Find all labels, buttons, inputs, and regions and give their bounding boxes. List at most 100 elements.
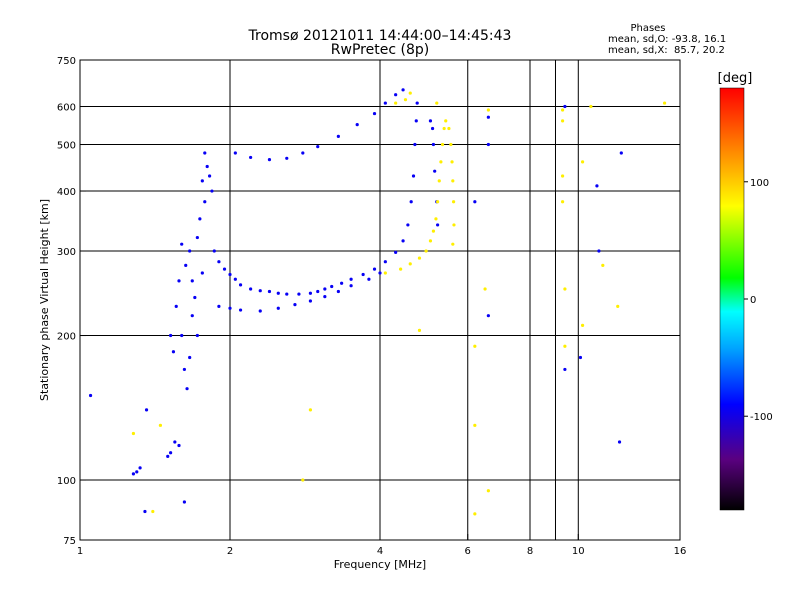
echo-point-x	[473, 423, 477, 427]
y-axis: 75 100 200 300 400 500 600 750	[57, 56, 86, 547]
colorbar-tick-label: 0	[750, 295, 756, 306]
echo-point-x	[662, 101, 667, 105]
echo-point-o	[222, 267, 227, 271]
echo-point-o	[367, 277, 371, 281]
echo-point-x	[431, 229, 436, 233]
echo-point-o	[563, 367, 567, 372]
echo-point-o	[285, 292, 289, 296]
echo-point-o	[249, 155, 253, 160]
echo-point-o	[617, 440, 622, 444]
echo-point-o	[383, 260, 387, 264]
echo-point-o	[174, 304, 178, 309]
echo-point-o	[182, 367, 186, 372]
colorbar-tick-label: -100	[750, 412, 773, 423]
y-tick-label: 75	[63, 536, 76, 547]
y-tick-label: 300	[57, 247, 76, 258]
echo-point-o	[212, 249, 216, 253]
x-tick-label: 1	[77, 546, 83, 557]
echo-point-x	[301, 478, 305, 482]
echo-point-o	[563, 104, 567, 109]
echo-point-o	[316, 289, 320, 294]
echo-point-x	[486, 108, 490, 112]
echo-point-o	[372, 111, 377, 116]
echo-point-o	[411, 174, 416, 178]
echo-point-x	[434, 217, 438, 221]
y-tick-label: 500	[57, 141, 76, 152]
echo-point-o	[200, 179, 204, 183]
echo-point-o	[198, 217, 202, 221]
echo-point-o	[486, 314, 490, 318]
echo-point-o	[238, 283, 243, 287]
echo-point-x	[308, 408, 313, 412]
echo-point-x	[437, 179, 441, 183]
echo-point-o	[414, 119, 418, 123]
echo-point-o	[188, 355, 192, 360]
echo-point-x	[428, 239, 433, 243]
echo-point-o	[173, 440, 177, 444]
echo-point-x	[563, 344, 567, 348]
phase-stats-x: mean, sd,X: 85.7, 20.2	[608, 45, 725, 56]
echo-point-x	[580, 160, 585, 164]
echo-point-o	[394, 250, 398, 255]
echo-point-o	[144, 408, 149, 412]
echo-point-o	[203, 200, 207, 204]
chart-title: Tromsø 20121011 14:44:00–14:45:43	[248, 28, 512, 44]
colorbar	[719, 87, 745, 511]
echo-point-o	[394, 93, 398, 97]
echo-point-o	[184, 263, 188, 267]
echo-point-o	[217, 304, 221, 309]
echo-point-x	[417, 256, 422, 260]
echo-point-o	[597, 249, 601, 253]
echo-point-o	[578, 355, 583, 360]
echo-point-o	[185, 387, 189, 391]
echo-point-x	[563, 287, 567, 291]
echo-point-x	[589, 104, 593, 109]
echo-point-o	[228, 306, 232, 310]
echo-point-x	[442, 126, 446, 131]
echo-point-x	[158, 423, 163, 427]
echo-point-o	[293, 302, 297, 307]
echo-point-x	[616, 304, 620, 309]
echo-point-o	[301, 151, 305, 155]
phase-stats-title: Phases	[630, 23, 665, 34]
echo-point-x	[403, 98, 408, 102]
echo-point-x	[560, 174, 565, 178]
echo-point-x	[449, 142, 453, 147]
echo-point-x	[580, 323, 585, 327]
echo-point-o	[430, 126, 435, 131]
echo-point-x	[473, 344, 477, 348]
echo-point-o	[193, 295, 197, 300]
echo-point-o	[138, 466, 142, 470]
echo-point-o	[473, 200, 477, 204]
chart-subtitle: RwPretec (8p)	[331, 42, 429, 58]
echo-point-x	[440, 142, 445, 147]
echo-point-o	[233, 151, 237, 155]
echo-point-o	[428, 119, 433, 123]
echo-point-o	[486, 142, 490, 147]
echo-point-o	[143, 509, 147, 514]
echo-point-x	[436, 200, 440, 204]
x-tick-label: 8	[527, 546, 533, 557]
echo-point-o	[135, 470, 139, 474]
echo-point-o	[258, 289, 262, 293]
echo-point-x	[473, 512, 477, 516]
echo-point-o	[413, 142, 417, 147]
echo-point-o	[340, 281, 344, 285]
echo-point-o	[436, 223, 440, 227]
echo-point-o	[177, 279, 181, 283]
phase-stats-o: mean, sd,O: -93.8, 16.1	[608, 34, 726, 45]
echo-point-x	[560, 200, 565, 204]
x-tick-label: 16	[674, 546, 687, 557]
echo-point-o	[205, 164, 209, 169]
echo-point-o	[372, 267, 377, 271]
echo-point-o	[431, 142, 436, 147]
x-tick-label: 10	[572, 546, 585, 557]
echo-point-o	[619, 151, 623, 155]
echo-point-o	[190, 279, 194, 283]
echo-points	[88, 88, 667, 516]
echo-point-o	[433, 169, 437, 173]
echo-point-o	[217, 260, 221, 264]
x-axis-label: Frequency [MHz]	[334, 558, 426, 571]
echo-point-x	[450, 160, 454, 164]
